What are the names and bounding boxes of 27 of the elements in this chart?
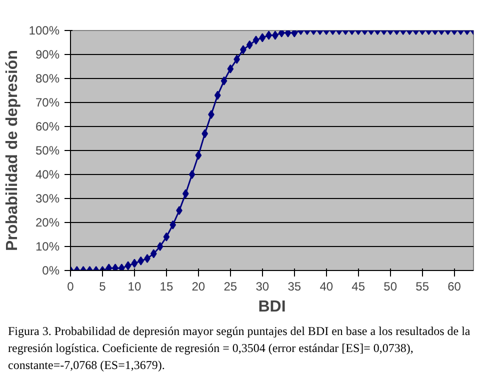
text: Figura 3. Probabilidad de depresión mayor según puntajes del BDI en base a los resultados de la regresión logística. Coeficiente de regresión = 0,3504 (error estándar [ES]= 0,0738), constante=-7,0768 (ES=1,3679). [8,323,472,374]
x-tick-label: 30 [256,280,270,294]
y-tick-label: 100% [28,24,60,38]
y-tick-label: 80% [35,72,60,86]
y-tick-label: 90% [35,48,60,62]
y-tick-label: 40% [35,168,60,182]
y-tick-label: 50% [35,144,60,158]
y-tick-label: 30% [35,192,60,206]
y-tick-label: 20% [35,216,60,230]
x-tick-label: 25 [224,280,238,294]
y-tick-label: 10% [35,240,60,254]
y-axis-title: Probabilidad de depresión [4,50,21,251]
x-tick-label: 50 [384,280,398,294]
x-tick-label: 35 [288,280,302,294]
y-tick-label: 0% [42,264,60,278]
x-tick-label: 15 [160,280,174,294]
x-tick-label: 60 [448,280,462,294]
y-tick-label: 60% [35,120,60,134]
x-tick-label: 20 [192,280,206,294]
x-tick-label: 45 [352,280,366,294]
x-tick-label: 55 [416,280,430,294]
x-tick-label: 0 [67,280,74,294]
x-tick-label: 40 [320,280,334,294]
x-tick-label: 5 [99,280,106,294]
y-tick-label: 70% [35,96,60,110]
x-axis-title: BDI [258,298,286,316]
x-tick-label: 10 [128,280,142,294]
